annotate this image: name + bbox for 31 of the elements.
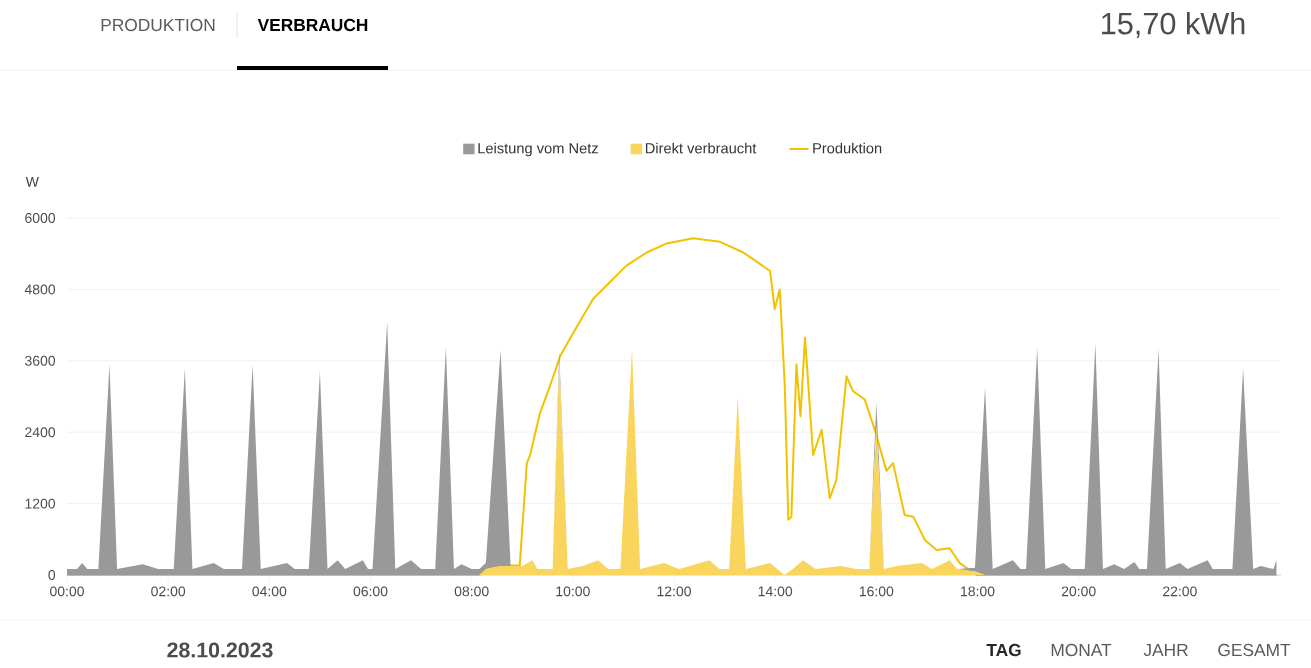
x-tick-label: 16:00 <box>859 586 894 597</box>
y-tick-label: 6000 <box>25 213 56 223</box>
text: VERBRAUCH <box>257 18 368 32</box>
y-tick-label: 0 <box>48 570 56 580</box>
legend-label: Direkt verbraucht <box>645 142 757 154</box>
x-tick-label: 00:00 <box>50 586 84 597</box>
y-tick-label: 1200 <box>25 498 56 509</box>
text: 28.10.2023 <box>167 642 273 658</box>
x-tick-label: 14:00 <box>758 586 793 597</box>
x-tick-label: 12:00 <box>657 586 691 597</box>
x-tick-label: 18:00 <box>961 586 995 597</box>
y-axis-title: W <box>25 177 39 187</box>
x-tick-label: 02:00 <box>151 586 186 597</box>
text: 15,70 kWh <box>1102 11 1245 39</box>
x-tick-label: 04:00 <box>252 586 287 597</box>
x-tick-label: 10:00 <box>556 586 590 597</box>
line-series <box>66 237 1278 577</box>
text: PRODUKTION <box>101 18 215 32</box>
x-tick-label: 22:00 <box>1163 586 1197 597</box>
text: TAG <box>986 643 1021 657</box>
x-tick-label: 08:00 <box>454 586 489 597</box>
legend-label: Leistung vom Netz <box>478 142 598 157</box>
text: MONAT <box>1051 643 1112 657</box>
text: JAHR <box>1143 643 1188 657</box>
y-tick-label: 4800 <box>24 284 56 295</box>
y-tick-label: 3600 <box>25 355 56 366</box>
legend-label: Produktion <box>813 142 882 154</box>
x-tick-label: 20:00 <box>1061 586 1096 597</box>
y-tick-label: 2400 <box>25 427 56 438</box>
x-tick-label: 06:00 <box>353 586 388 597</box>
text: GESAMT <box>1218 643 1291 657</box>
